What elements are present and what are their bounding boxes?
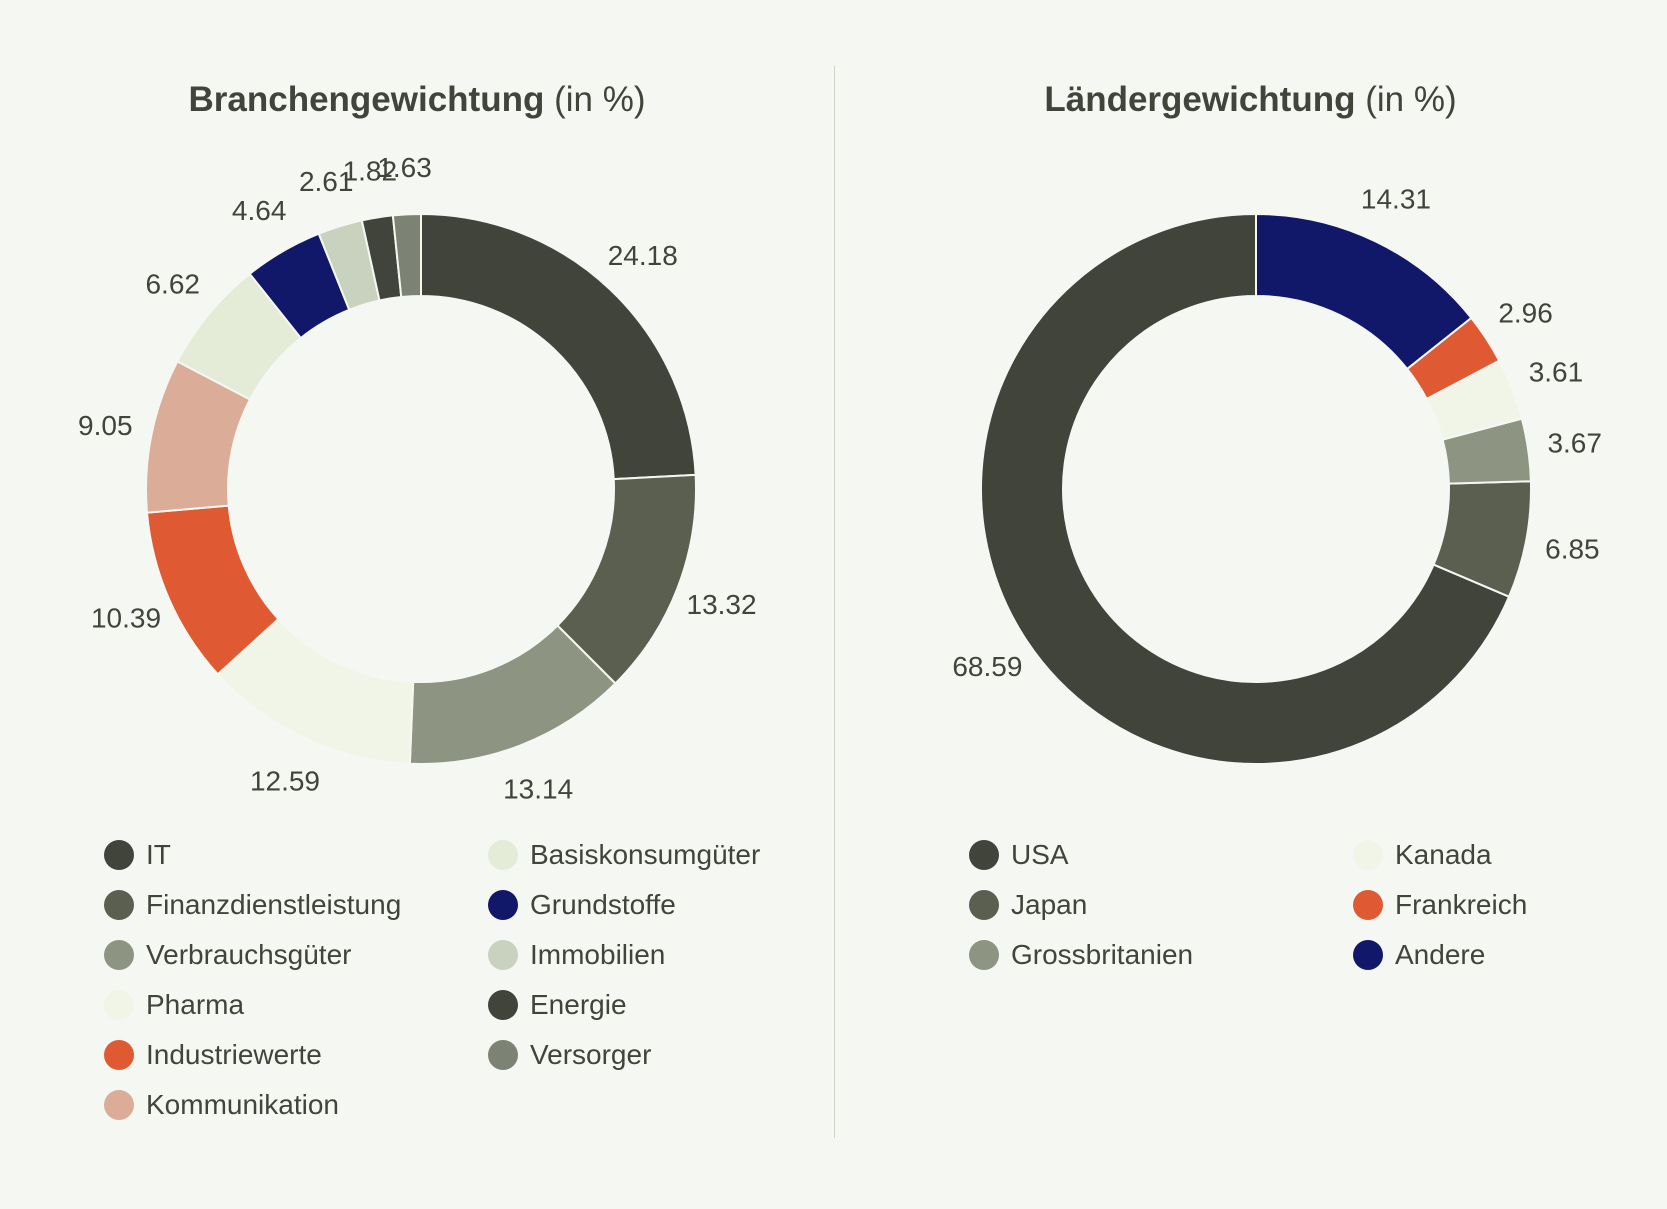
legend-label-grossbritanien: Grossbritanien bbox=[1011, 939, 1194, 970]
data-label-frankreich: 2.96 bbox=[1498, 297, 1553, 328]
sector-chart-title-text: Branchengewichtung bbox=[188, 80, 545, 119]
data-label-andere: 14.31 bbox=[1361, 184, 1431, 215]
country-chart-title-text: Ländergewichtung bbox=[1044, 80, 1356, 119]
data-label-usa: 68.59 bbox=[952, 651, 1022, 682]
legend-label-energie: Energie bbox=[530, 989, 627, 1020]
legend-label-grundstoffe: Grundstoffe bbox=[530, 889, 676, 920]
data-label-immobilien: 2.61 bbox=[299, 166, 354, 197]
legend-item-grundstoffe: Grundstoffe bbox=[488, 885, 676, 925]
legend-swatch-andere bbox=[1353, 940, 1383, 970]
sector-weighting-panel: Branchengewichtung (in %) 24.18 13.32 13.1… bbox=[0, 76, 834, 1125]
data-label-grundstoffe: 4.64 bbox=[232, 195, 287, 226]
legend-item-finanzdienstleistung: Finanzdienstleistung bbox=[104, 885, 401, 925]
legend-label-andere: Andere bbox=[1395, 939, 1486, 970]
legend-label-versorger: Versorger bbox=[530, 1039, 652, 1070]
data-label-industriewerte: 10.39 bbox=[91, 603, 161, 634]
legend-item-pharma: Pharma bbox=[104, 985, 244, 1025]
legend-item-industriewerte: Industriewerte bbox=[104, 1035, 322, 1075]
legend-label-it: IT bbox=[146, 839, 171, 870]
legend-label-kommunikation: Kommunikation bbox=[146, 1089, 339, 1120]
legend-item-versorger: Versorger bbox=[488, 1035, 651, 1075]
legend-label-basiskonsumguter: Basiskonsumgüter bbox=[530, 839, 761, 870]
data-label-grossbritanien: 3.67 bbox=[1547, 427, 1602, 458]
legend-label-frankreich: Frankreich bbox=[1395, 889, 1528, 920]
data-label-versorger: 1.63 bbox=[377, 152, 432, 183]
legend-swatch-versorger bbox=[488, 1040, 518, 1070]
legend-swatch-kommunikation bbox=[104, 1090, 134, 1120]
country-weighting-panel: Ländergewichtung (in %) 68.59 6.85 3.67 3.6… bbox=[834, 0, 1667, 1209]
legend-item-immobilien: Immobilien bbox=[488, 935, 665, 975]
country-donut-chart: 68.59 6.85 3.67 3.61 2.96 14.31 bbox=[952, 184, 1602, 765]
slice-andere bbox=[1255, 212, 1473, 371]
legend-swatch-it bbox=[104, 840, 134, 870]
legend-swatch-energie bbox=[488, 990, 518, 1020]
data-label-kommunikation: 9.05 bbox=[78, 410, 133, 441]
data-label-kanada: 3.61 bbox=[1529, 356, 1584, 387]
legend-label-verbrauchsguter: Verbrauchsgüter bbox=[146, 939, 352, 970]
data-label-basiskonsumguter: 6.62 bbox=[145, 268, 200, 299]
legend-item-japan: Japan bbox=[969, 885, 1087, 925]
legend-swatch-japan bbox=[969, 890, 999, 920]
sector-chart-title: Branchengewichtung (in %) bbox=[0, 76, 834, 124]
legend-item-andere: Andere bbox=[1353, 935, 1485, 975]
legend-item-usa: USA bbox=[969, 835, 1069, 875]
legend-swatch-finanzdienstleistung bbox=[104, 890, 134, 920]
legend-label-immobilien: Immobilien bbox=[530, 939, 666, 970]
legend-swatch-basiskonsumguter bbox=[488, 840, 518, 870]
legend-item-verbrauchsguter: Verbrauchsgüter bbox=[104, 935, 351, 975]
legend-label-finanzdienstleistung: Finanzdienstleistung bbox=[146, 889, 402, 920]
legend-label-usa: USA bbox=[1011, 839, 1069, 870]
panel-divider bbox=[834, 66, 835, 1138]
data-label-verbrauchsguter: 13.14 bbox=[503, 773, 573, 800]
legend-item-kanada: Kanada bbox=[1353, 835, 1492, 875]
legend-swatch-industriewerte bbox=[104, 1040, 134, 1070]
legend-swatch-immobilien bbox=[488, 940, 518, 970]
legend-item-frankreich: Frankreich bbox=[1353, 885, 1527, 925]
slice-it bbox=[420, 212, 697, 481]
legend-swatch-verbrauchsguter bbox=[104, 940, 134, 970]
legend-swatch-grundstoffe bbox=[488, 890, 518, 920]
sector-donut-chart: 24.18 13.32 13.14 12.59 10.39 9.05 6.62 4.64 2.6… bbox=[78, 152, 757, 800]
country-chart-subtitle: (in %) bbox=[1365, 80, 1457, 119]
legend-swatch-pharma bbox=[104, 990, 134, 1020]
sector-chart-subtitle: (in %) bbox=[554, 80, 646, 119]
legend-item-it: IT bbox=[104, 835, 171, 875]
slice-usa bbox=[980, 212, 1511, 765]
legend-item-basiskonsumguter: Basiskonsumgüter bbox=[488, 835, 760, 875]
data-label-finanzdienstleistung: 13.32 bbox=[687, 589, 757, 620]
data-label-japan: 6.85 bbox=[1545, 533, 1600, 564]
legend-swatch-grossbritanien bbox=[969, 940, 999, 970]
data-label-energie: 1.82 bbox=[343, 156, 398, 187]
legend-label-industriewerte: Industriewerte bbox=[146, 1039, 322, 1070]
legend-item-grossbritanien: Grossbritanien bbox=[969, 935, 1193, 975]
legend-swatch-kanada bbox=[1353, 840, 1383, 870]
legend-label-pharma: Pharma bbox=[146, 989, 245, 1020]
data-label-pharma: 12.59 bbox=[250, 765, 320, 796]
data-label-it: 24.18 bbox=[608, 240, 678, 271]
legend-swatch-frankreich bbox=[1353, 890, 1383, 920]
legend-item-energie: Energie bbox=[488, 985, 627, 1025]
country-chart-title: Ländergewichtung (in %) bbox=[834, 76, 1667, 124]
legend-item-kommunikation: Kommunikation bbox=[104, 1085, 339, 1125]
slice-versorger bbox=[391, 212, 422, 299]
legend-label-japan: Japan bbox=[1011, 889, 1088, 920]
legend-swatch-usa bbox=[969, 840, 999, 870]
legend-label-kanada: Kanada bbox=[1395, 839, 1492, 870]
